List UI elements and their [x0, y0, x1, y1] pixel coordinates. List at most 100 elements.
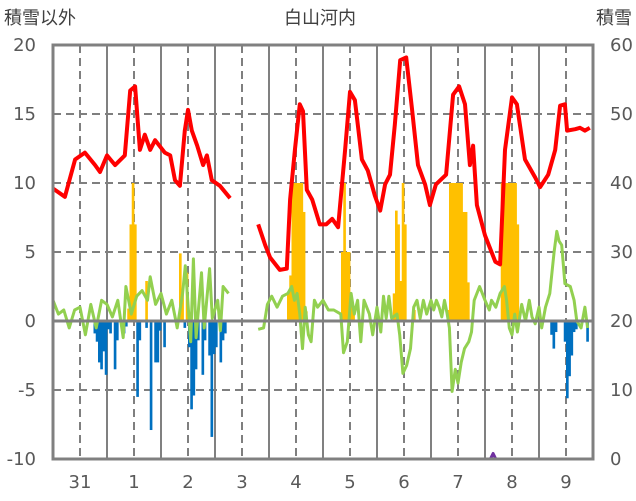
red-series-line: [51, 55, 591, 272]
blue-bar: [190, 321, 193, 410]
blue-bar: [107, 321, 110, 330]
blue-bar: [156, 321, 160, 363]
orange-bar: [464, 211, 468, 321]
blue-bar: [163, 321, 166, 348]
orange-bar: [179, 253, 182, 321]
blue-bar: [102, 321, 106, 352]
orange-bar: [404, 224, 407, 321]
blue-bar: [194, 321, 198, 370]
orange-bar: [458, 183, 461, 321]
left-y-tick-label: 10: [13, 173, 36, 194]
blue-bar: [154, 321, 157, 363]
orange-bar: [451, 183, 454, 321]
blue-bar: [104, 321, 108, 375]
blue-bar: [568, 321, 571, 377]
blue-bar: [113, 321, 117, 370]
orange-bar: [514, 183, 517, 321]
orange-bar: [455, 183, 459, 321]
x-tick-label: 8: [506, 472, 517, 493]
orange-bar: [503, 183, 506, 321]
blue-bar: [208, 321, 211, 356]
orange-bar: [293, 183, 297, 321]
plot-frame: [51, 43, 595, 461]
orange-bar: [345, 252, 349, 321]
orange-bar: [343, 183, 346, 321]
orange-bar: [131, 183, 135, 321]
blue-bar: [125, 321, 128, 327]
blue-bar: [136, 321, 139, 397]
orange-bar: [341, 252, 344, 321]
left-y-tick-label: -10: [7, 449, 36, 470]
blue-bar: [100, 321, 103, 370]
x-tick-label: 7: [452, 472, 463, 493]
blue-bar: [197, 321, 200, 341]
right-axis-label: 積雪: [596, 8, 632, 29]
orange-bar: [287, 293, 290, 321]
orange-bar: [300, 183, 304, 321]
orange-bar: [352, 311, 355, 321]
x-tick-label: 3: [236, 472, 247, 493]
blue-bar: [566, 321, 569, 399]
blue-bar: [109, 321, 112, 334]
blue-bar: [563, 321, 567, 342]
blue-bar: [554, 321, 558, 333]
right-y-tick-label: 20: [610, 311, 633, 332]
blue-bar: [192, 321, 196, 396]
orange-bar: [516, 224, 520, 321]
blue-bar: [552, 321, 556, 349]
right-y-tick-label: 0: [610, 449, 621, 470]
orange-bar: [129, 224, 133, 321]
blue-bar: [138, 321, 142, 341]
orange-bar: [395, 210, 398, 321]
right-y-tick-label: 50: [610, 104, 633, 125]
orange-bar: [347, 252, 351, 321]
blue-bar: [215, 321, 218, 348]
right-y-tick-label: 40: [610, 173, 633, 194]
blue-bar: [149, 321, 153, 431]
blue-bar: [145, 321, 148, 328]
x-tick-label: 9: [560, 472, 571, 493]
blue-bar: [572, 321, 576, 333]
gridlines: [53, 45, 593, 459]
orange-bar: [399, 280, 403, 321]
orange-bar: [397, 224, 400, 321]
x-tick-label: 31: [69, 472, 92, 493]
blue-bar: [550, 321, 553, 335]
blue-bar: [158, 321, 162, 331]
right-y-tick-label: 60: [610, 35, 633, 56]
blue-bar: [116, 321, 119, 341]
blue-bar: [98, 321, 101, 363]
blue-bar: [95, 321, 99, 342]
orange-bar: [505, 183, 508, 321]
orange-bar: [134, 224, 137, 321]
blue-bar: [212, 321, 216, 355]
orange-bar: [291, 183, 295, 321]
blue-bar: [224, 321, 227, 334]
x-tick-label: 6: [398, 472, 409, 493]
orange-bar: [392, 293, 396, 321]
blue-bar: [575, 321, 578, 330]
orange-bar: [509, 183, 513, 321]
left-y-tick-label: 15: [13, 104, 36, 125]
right-y-tick-label: 10: [610, 380, 633, 401]
orange-bar: [127, 308, 130, 321]
left-y-tick-label: 20: [13, 35, 36, 56]
orange-bar: [181, 293, 184, 321]
orange-bar: [460, 183, 463, 321]
blue-bar: [210, 321, 214, 437]
blue-bar: [586, 321, 589, 342]
orange-bar: [401, 183, 405, 321]
plot-border: [51, 43, 595, 461]
orange-bar: [302, 211, 306, 321]
blue-bar: [203, 321, 207, 341]
x-tick-label: 5: [344, 472, 355, 493]
orange-bar: [350, 300, 353, 321]
left-y-tick-label: 0: [25, 311, 36, 332]
x-tick-label: 1: [128, 472, 139, 493]
orange-bar: [453, 183, 457, 321]
right-y-tick-label: 30: [610, 242, 633, 263]
left-axis-label: 積雪以外: [4, 8, 76, 29]
orange-bar: [449, 183, 452, 321]
series-lines: [51, 55, 593, 461]
